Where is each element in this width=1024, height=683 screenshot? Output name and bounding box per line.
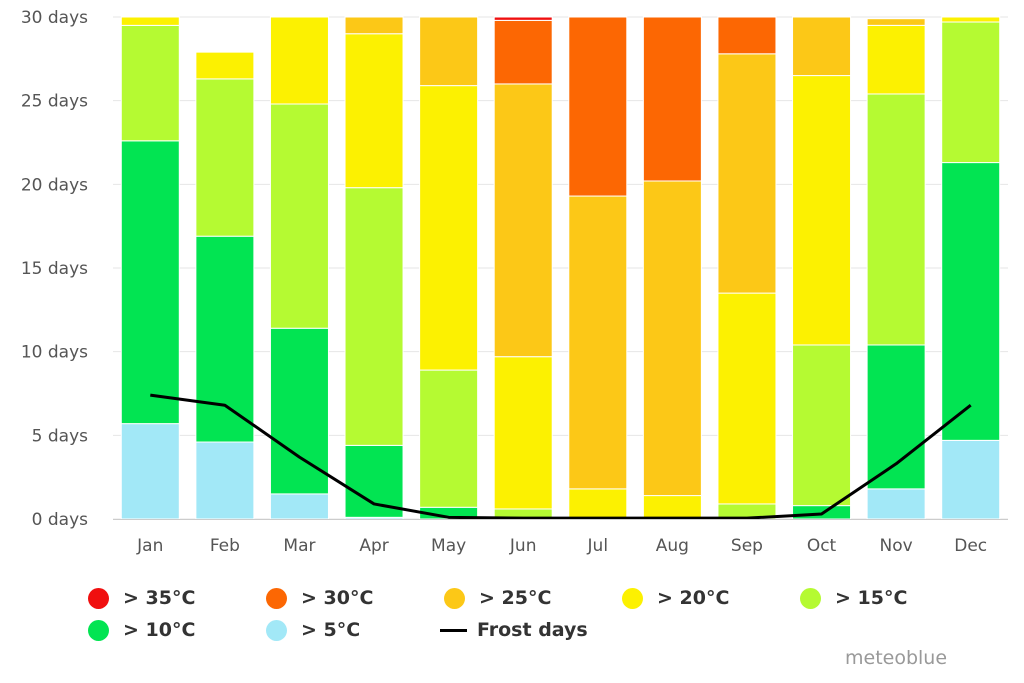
legend-label: > 20°C bbox=[657, 587, 730, 609]
bar-segment[interactable] bbox=[120, 423, 180, 520]
bar-segment[interactable] bbox=[269, 327, 329, 495]
x-tick-label: Feb bbox=[210, 536, 240, 556]
bar-segment[interactable] bbox=[120, 140, 180, 425]
x-tick-label: May bbox=[431, 536, 466, 556]
y-axis: 0 days 5 days 10 days 15 days 20 days 25 days… bbox=[21, 8, 88, 530]
legend-item[interactable]: > 30°C bbox=[266, 587, 373, 609]
x-tick-label: Jun bbox=[509, 536, 537, 556]
bar-segment[interactable] bbox=[642, 180, 702, 497]
x-tick-label: Aug bbox=[656, 536, 689, 556]
bar-segment[interactable] bbox=[792, 344, 852, 507]
legend-label: > 25°C bbox=[479, 587, 552, 609]
bar-segment[interactable] bbox=[493, 356, 553, 510]
y-tick-label: 30 days bbox=[21, 8, 88, 28]
bar-segment[interactable] bbox=[866, 488, 926, 520]
legend-color-swatch bbox=[622, 587, 643, 609]
legend-color-swatch bbox=[266, 587, 287, 609]
bar-segment[interactable] bbox=[792, 75, 852, 346]
frost-days-line[interactable] bbox=[150, 393, 972, 520]
bar-segment[interactable] bbox=[717, 292, 777, 505]
bar-segment[interactable] bbox=[717, 53, 777, 294]
bar-segment[interactable] bbox=[866, 93, 926, 346]
legend-item[interactable]: > 10°C bbox=[88, 619, 195, 641]
x-tick-label: Apr bbox=[359, 536, 388, 556]
legend-color-swatch bbox=[88, 587, 109, 609]
legend-color-swatch bbox=[88, 619, 109, 641]
bar-segment[interactable] bbox=[493, 19, 553, 85]
bar-segment[interactable] bbox=[941, 21, 1001, 164]
bar-segment[interactable] bbox=[195, 441, 255, 520]
grid-lines bbox=[113, 16, 1008, 520]
x-tick-label: Oct bbox=[807, 536, 837, 556]
bars bbox=[120, 16, 1001, 520]
y-tick-label: 5 days bbox=[32, 426, 88, 446]
legend-item[interactable]: > 20°C bbox=[622, 587, 729, 609]
legend-label: > 30°C bbox=[301, 587, 374, 609]
legend-label: > 5°C bbox=[301, 619, 361, 641]
legend-item[interactable]: > 35°C bbox=[88, 587, 195, 609]
legend-label: Frost days bbox=[477, 619, 588, 641]
legend-line-swatch bbox=[440, 628, 467, 632]
bar-segment[interactable] bbox=[419, 369, 479, 508]
x-tick-label: Nov bbox=[880, 536, 913, 556]
bar-segment[interactable] bbox=[568, 195, 628, 490]
bar-segment[interactable] bbox=[941, 439, 1001, 520]
bar-segment[interactable] bbox=[642, 495, 702, 520]
bar-segment[interactable] bbox=[792, 16, 852, 77]
legend-color-swatch bbox=[444, 587, 465, 609]
legend-item[interactable]: > 5°C bbox=[266, 619, 360, 641]
bar-segment[interactable] bbox=[344, 187, 404, 446]
y-tick-label: 25 days bbox=[21, 92, 88, 112]
chart-area: 0 days 5 days 10 days 15 days 20 days 25 days… bbox=[21, 8, 1008, 556]
y-tick-label: 10 days bbox=[21, 343, 88, 363]
legend-item[interactable]: Frost days bbox=[440, 619, 588, 641]
legend: > 35°C > 30°C > 25°C > 20°C > 15°C > 10°C > 5°… bbox=[88, 587, 988, 647]
bar-segment[interactable] bbox=[941, 162, 1001, 441]
bar-segment[interactable] bbox=[195, 51, 255, 80]
bar-segment[interactable] bbox=[344, 33, 404, 189]
y-tick-label: 0 days bbox=[32, 510, 88, 530]
bar-segment[interactable] bbox=[717, 16, 777, 55]
legend-label: > 15°C bbox=[835, 587, 908, 609]
bar-segment[interactable] bbox=[419, 85, 479, 371]
bar-segment[interactable] bbox=[568, 488, 628, 520]
bar-segment[interactable] bbox=[493, 16, 553, 21]
x-tick-label: Jan bbox=[136, 536, 163, 556]
bar-segment[interactable] bbox=[866, 24, 926, 95]
bar-segment[interactable] bbox=[195, 235, 255, 443]
x-tick-label: Mar bbox=[283, 536, 315, 556]
bar-segment[interactable] bbox=[269, 103, 329, 329]
bar-segment[interactable] bbox=[493, 83, 553, 358]
credit-text: meteoblue bbox=[845, 647, 948, 669]
bar-segment[interactable] bbox=[568, 16, 628, 197]
y-tick-label: 20 days bbox=[21, 175, 88, 195]
x-tick-label: Dec bbox=[954, 536, 987, 556]
bar-segment[interactable] bbox=[866, 18, 926, 26]
bar-segment[interactable] bbox=[195, 78, 255, 237]
bar-segment[interactable] bbox=[269, 493, 329, 520]
legend-color-swatch bbox=[266, 619, 287, 641]
x-axis: Jan Feb Mar Apr May Jun Jul Aug Sep Oct Nov Dec bbox=[113, 519, 1008, 556]
legend-label: > 35°C bbox=[123, 587, 196, 609]
legend-item[interactable]: > 25°C bbox=[444, 587, 551, 609]
bar-segment[interactable] bbox=[866, 344, 926, 490]
bar-segment[interactable] bbox=[344, 16, 404, 35]
bar-segment[interactable] bbox=[120, 24, 180, 142]
bar-segment[interactable] bbox=[419, 16, 479, 87]
x-tick-label: Jul bbox=[587, 536, 609, 556]
bar-segment[interactable] bbox=[269, 16, 329, 105]
legend-item[interactable]: > 15°C bbox=[800, 587, 907, 609]
bar-segment[interactable] bbox=[120, 16, 180, 26]
legend-color-swatch bbox=[800, 587, 821, 609]
bar-segment[interactable] bbox=[642, 16, 702, 182]
bar-segment[interactable] bbox=[941, 16, 1001, 23]
frost-days-line-group bbox=[150, 393, 972, 520]
legend-label: > 10°C bbox=[123, 619, 196, 641]
x-tick-label: Sep bbox=[731, 536, 763, 556]
y-tick-label: 15 days bbox=[21, 259, 88, 279]
